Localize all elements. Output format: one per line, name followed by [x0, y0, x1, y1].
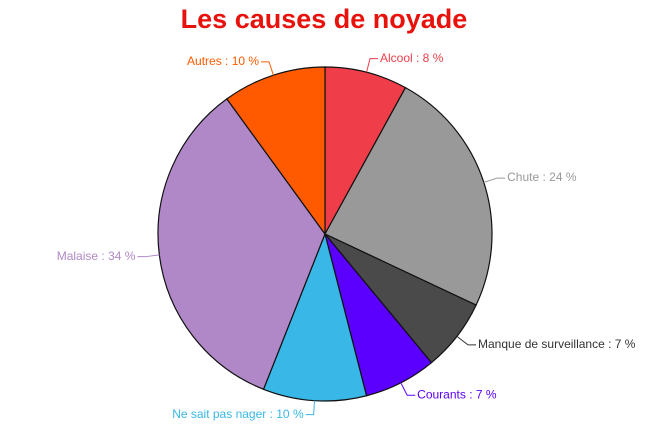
leader-line	[456, 335, 477, 346]
slice-label: Autres : 10 %	[187, 54, 259, 68]
chart-title: Les causes de noyade	[181, 4, 468, 34]
slice-label: Courants : 7 %	[417, 387, 497, 401]
pie-slice	[226, 66, 326, 236]
leader-line	[483, 177, 506, 183]
slice-label: Alcool : 8 %	[380, 51, 444, 65]
pie-slice	[262, 232, 368, 402]
slice-label: Malaise : 34 %	[57, 249, 136, 263]
leader-line	[261, 61, 274, 76]
slice-label: Manque de surveillance : 7 %	[478, 337, 636, 351]
slice-label: Ne sait pas nager : 10 %	[172, 407, 304, 421]
pie-slice	[324, 86, 493, 306]
leader-line	[400, 382, 416, 396]
leader-line	[137, 254, 160, 258]
leader-line	[366, 58, 379, 73]
slice-label: Chute : 24 %	[507, 170, 577, 184]
leader-line	[305, 400, 316, 416]
